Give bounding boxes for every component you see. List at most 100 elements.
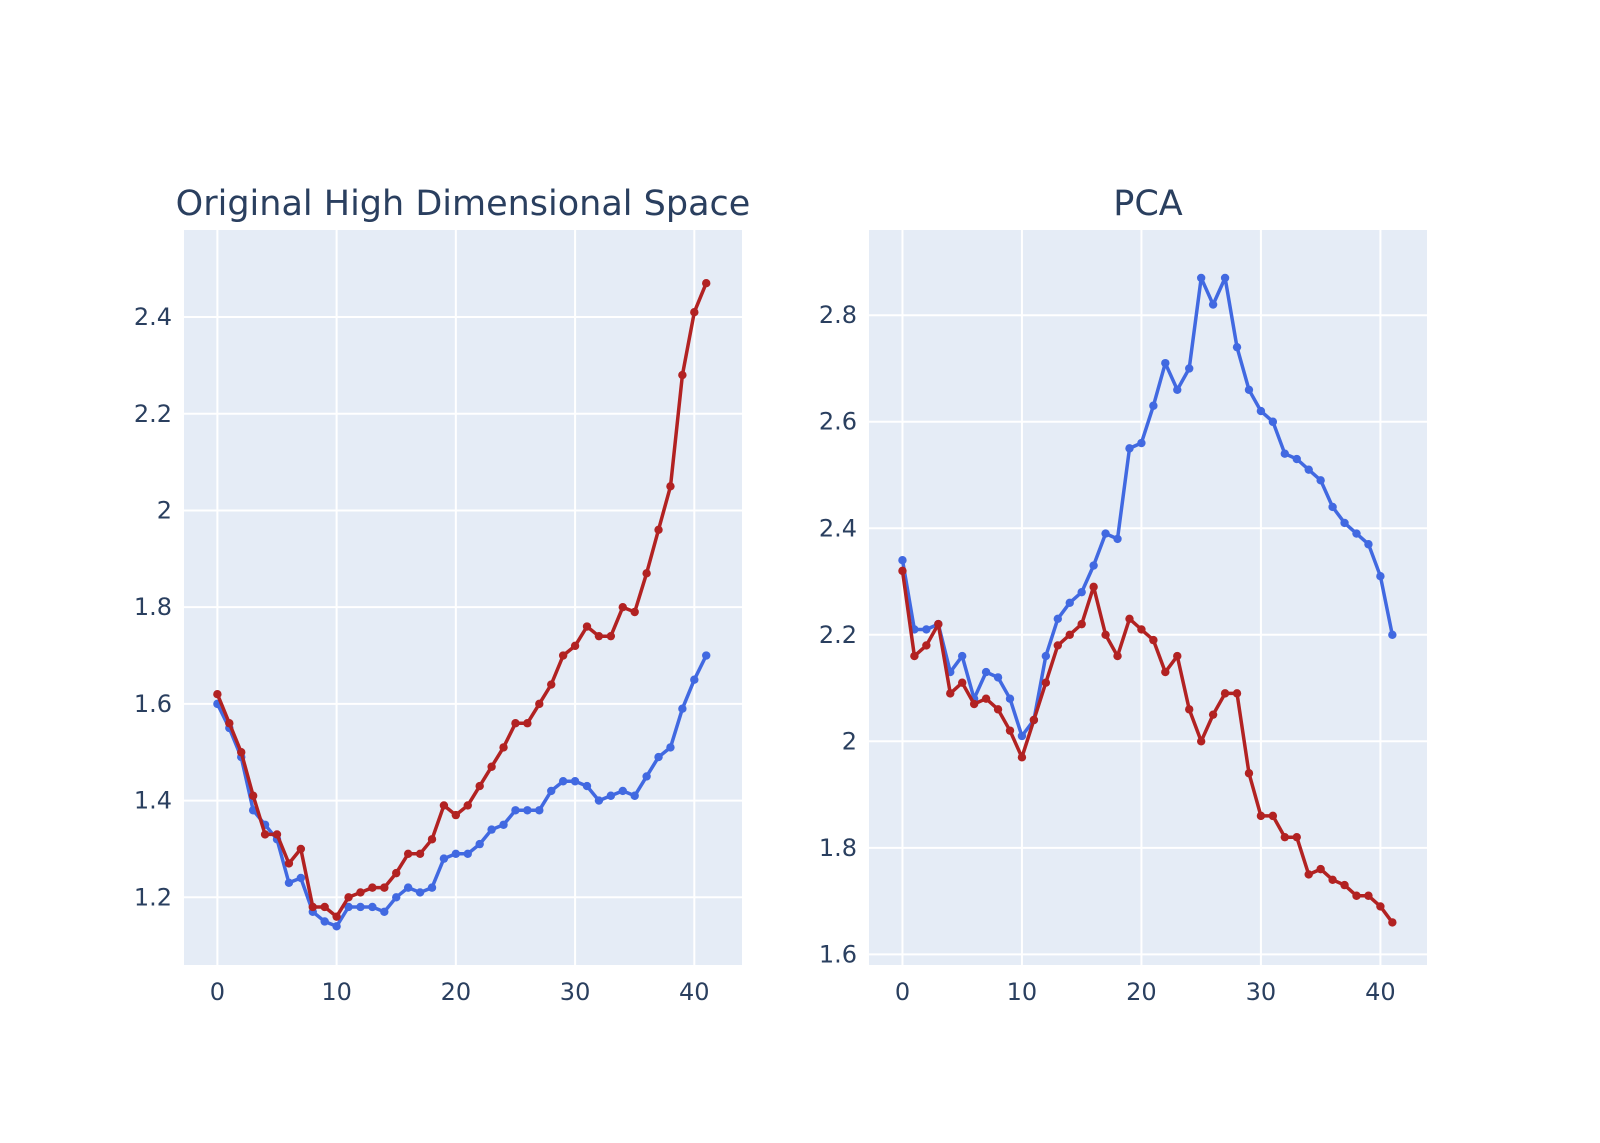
data-point [427,835,437,844]
data-point [1304,870,1313,879]
data-point [499,743,508,752]
data-point [1256,811,1266,821]
data-point [606,631,616,641]
data-point [1232,689,1242,698]
data-point [1328,875,1337,884]
data-point [1053,641,1062,650]
series-original [213,278,711,931]
data-point [1292,832,1301,842]
data-point [642,569,651,578]
data-point [1125,614,1134,624]
y-tick-label: 1.8 [134,593,172,621]
data-point [1017,753,1027,762]
data-point [934,619,943,629]
data-point [1185,705,1194,714]
data-point [1256,406,1266,416]
data-point [296,873,306,883]
gridlines-original [184,230,742,965]
data-point [451,849,461,858]
data-point [981,667,991,677]
y-tick-label: 1.8 [819,834,857,862]
data-point [1208,710,1218,719]
data-point [403,849,413,858]
data-point [1196,737,1206,746]
x-tick-label: 0 [895,978,910,1006]
x-tick-label: 40 [1365,978,1396,1006]
data-point [702,651,711,660]
data-point [237,748,246,757]
subplot-pca: 0 10 20 30 40 1.6 1.8 2 2.2 2.4 2.6 2.8 PCA [819,184,1427,1006]
y-tick-label: 2 [157,496,172,524]
data-point [320,917,329,926]
data-point [213,690,222,699]
data-point [1173,385,1182,394]
x-tick-label: 0 [210,978,225,1006]
data-point [332,922,341,931]
data-point [1232,342,1242,352]
data-point [618,602,627,612]
data-point [415,849,425,858]
data-point [1316,864,1325,874]
data-point [511,719,520,728]
data-point [981,694,991,703]
data-point [1208,300,1218,309]
data-point [535,806,544,815]
tick-labels-original: 0 10 20 30 40 1.2 1.4 1.6 1.8 2 2.2 2.4 [134,303,710,1006]
data-point [922,641,931,650]
data-point [666,482,675,491]
data-point [946,689,955,698]
data-point [225,719,234,728]
x-tick-label: 30 [1246,978,1277,1006]
data-point [415,888,425,897]
data-point [1340,518,1349,528]
data-point [558,651,568,660]
data-point [1125,444,1134,453]
data-point [1196,273,1206,283]
data-point [1352,529,1361,538]
data-point [642,772,651,781]
data-point [654,525,663,535]
data-point [1185,364,1194,373]
data-point [1089,561,1098,570]
data-point [344,902,353,912]
x-tick-label: 20 [1126,978,1157,1006]
y-tick-label: 2 [842,727,857,755]
data-point [993,705,1003,714]
subplot-original-high-dimensional-space: 0 10 20 30 40 1.2 1.4 1.6 1.8 2 2.2 2.4 Original Hi… [134,184,751,1006]
data-point [439,854,449,863]
data-point [666,743,675,752]
data-point [678,370,687,380]
data-point [570,777,580,786]
y-tick-label: 2.6 [819,408,857,436]
data-point [630,607,639,617]
data-point [296,844,306,854]
x-tick-label: 20 [441,978,472,1006]
data-point [570,641,580,651]
data-point [380,907,389,917]
data-point [1065,598,1074,608]
data-point [1173,651,1182,661]
data-point [1388,630,1397,639]
data-point [957,651,967,661]
data-point [1149,401,1158,410]
data-point [1053,614,1062,624]
data-point [1364,891,1373,900]
data-point [1137,625,1146,634]
plot-area-pca [869,230,1427,965]
data-point [1101,630,1110,639]
data-point [1352,891,1361,900]
data-point [535,699,544,709]
data-point [1029,715,1039,725]
data-point [1244,769,1254,778]
data-point [1316,476,1325,485]
data-point [678,704,687,713]
data-point [594,796,604,805]
data-point [630,791,639,800]
data-point [284,859,294,868]
data-point [308,902,317,912]
data-point [898,566,907,576]
y-tick-label: 1.4 [134,787,172,815]
data-point [1077,619,1086,629]
data-point [898,556,907,565]
